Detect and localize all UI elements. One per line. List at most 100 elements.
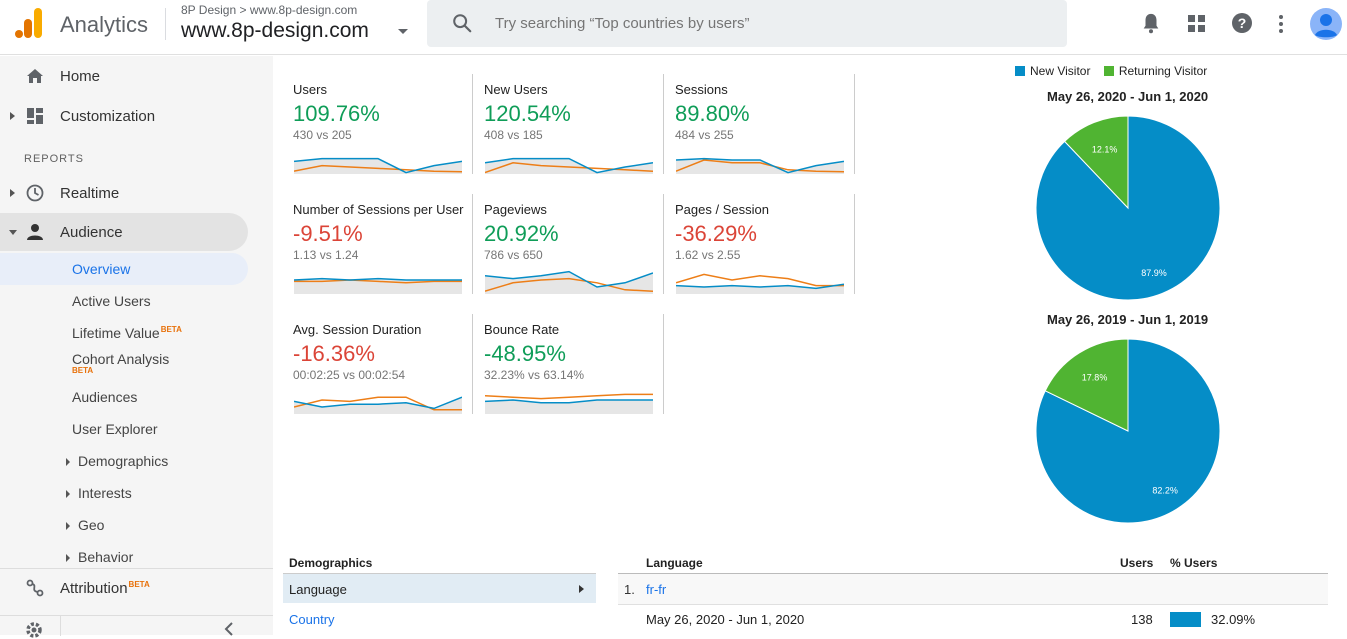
sparkline-current [294,277,462,281]
metric-comparison: 1.13 vs 1.24 [293,248,359,262]
metric-tile[interactable]: Bounce Rate -48.95% 32.23% vs 63.14% [464,314,664,422]
metric-comparison: 408 vs 185 [484,128,543,142]
top-bar: Analytics 8P Design > www.8p-design.com … [0,0,1347,55]
sidebar-item-label: Geo [78,517,105,533]
sidebar-item-attribution[interactable]: AttributionBETA [0,569,248,607]
sidebar-item-realtime[interactable]: Realtime [0,174,248,212]
apps-grid-icon[interactable] [1187,14,1207,34]
sidebar-item-label: Home [60,68,101,85]
sparkline-chart [485,157,653,174]
breadcrumb[interactable]: 8P Design > www.8p-design.com [181,3,357,17]
metric-tile[interactable]: Pageviews 20.92% 786 vs 650 [464,194,664,302]
sidebar-item-audiences[interactable]: Audiences [72,389,138,405]
search-bar[interactable]: Try searching “Top countries by users” [427,0,1067,47]
metric-tile[interactable]: Sessions 89.80% 484 vs 255 [655,74,855,182]
users-column-header[interactable]: Users [1120,556,1154,570]
legend-swatch-new [1015,66,1025,76]
sparkline-chart [294,277,462,294]
demographics-item-language[interactable]: Language [283,573,596,603]
language-table-heading: Language [646,556,703,570]
sparkline-previous [485,277,653,292]
sparkline-current [676,157,844,174]
sparkline-chart [485,270,653,294]
footer-divider [60,616,61,636]
sidebar-item-active-users[interactable]: Active Users [72,293,151,309]
sidebar-item-label: Audience [60,224,123,241]
sparkline-previous [294,164,462,173]
metric-value: -16.36% [293,341,375,366]
collapse-arrow-icon [9,230,17,235]
search-icon [453,14,472,33]
sidebar-item-user-explorer[interactable]: User Explorer [72,421,158,437]
metric-tile[interactable]: Pages / Session -36.29% 1.62 vs 2.55 [655,194,855,302]
sidebar-item-label: Behavior [78,549,134,565]
main-content: Users 109.76% 430 vs 205 New Users 120.54% 40… [273,56,1347,635]
analytics-logo[interactable] [14,8,44,40]
metric-label: Pageviews [484,202,547,217]
person-icon [27,224,43,240]
sidebar-item-interests[interactable]: Interests [66,485,132,501]
sidebar-item-cohort-analysis[interactable]: Cohort Analysis [72,351,170,367]
table-row [618,574,1328,604]
sparkline-chart [294,157,462,174]
breadcrumb-account: 8P Design [181,3,237,17]
tile-divider [472,74,473,174]
metric-tile[interactable]: New Users 120.54% 408 vs 185 [464,74,664,182]
property-selector[interactable]: www.8p-design.com [181,19,369,42]
pie-chart-current: 12.1% 87.9% [1035,115,1221,301]
metric-comparison: 32.23% vs 63.14% [484,368,585,382]
pct-users-bar [1170,612,1201,627]
sidebar-item-label: Demographics [78,453,169,469]
metric-tile[interactable]: Avg. Session Duration -16.36% 00:02:25 vs … [273,314,473,422]
sidebar-item-demographics[interactable]: Demographics [66,453,169,469]
sparkline-area [294,397,462,414]
users-value: 138 [1131,612,1153,627]
demographics-item-country[interactable]: Country [289,612,335,627]
sidebar-item-overview[interactable]: Overview [0,253,248,285]
tile-divider [663,74,664,174]
sidebar-footer [0,615,273,638]
pie-chart-previous: 17.8% 82.2% [1035,338,1221,524]
sidebar-item-home[interactable]: Home [0,57,248,95]
chevron-right-icon [579,585,584,593]
collapse-sidebar-icon[interactable] [224,622,234,636]
metric-tile[interactable]: Number of Sessions per User -9.51% 1.13 vs… [273,194,473,302]
legend-swatch-returning [1103,66,1114,76]
metric-comparison: 00:02:25 vs 00:02:54 [293,368,406,382]
sidebar-item-customization[interactable]: Customization [0,97,248,135]
dashboard-icon [27,108,43,124]
beta-badge: BETA [72,366,94,375]
pie-label-new: 82.2% [1152,485,1178,495]
metric-value: -48.95% [484,341,566,366]
legend-new-visitor: New Visitor [1030,64,1091,78]
tile-divider [472,194,473,294]
search-input[interactable]: Try searching “Top countries by users” [495,15,750,32]
more-vert-icon[interactable] [1276,14,1286,34]
caret-down-icon[interactable] [398,29,408,34]
pie-slice-returning-visitor[interactable] [1044,338,1129,432]
pie-slice-returning-visitor[interactable] [1063,115,1129,210]
avatar[interactable] [1310,8,1342,40]
pct-users-column-header[interactable]: % Users [1170,556,1218,570]
beta-badge: BETA [160,325,182,334]
tile-divider [663,314,664,414]
clock-icon [26,184,44,202]
sidebar-item-behavior[interactable]: Behavior [66,549,134,565]
table-divider [618,604,1328,605]
sparkline-previous [676,273,844,287]
sparkline-current [485,270,653,288]
sidebar-item-audience[interactable]: Audience [0,213,248,251]
home-icon [27,69,43,83]
pct-users-value: 32.09% [1211,612,1256,627]
metric-label: Avg. Session Duration [293,322,422,337]
help-icon[interactable]: ? [1231,12,1253,34]
sparkline-area [485,400,653,414]
metric-comparison: 430 vs 205 [293,128,352,142]
sidebar-item-lifetime-value[interactable]: Lifetime ValueBETA [72,325,182,341]
language-link[interactable]: fr-fr [646,582,667,597]
bell-icon[interactable] [1140,10,1162,36]
sidebar-item-geo[interactable]: Geo [66,517,105,533]
metric-tile[interactable]: Users 109.76% 430 vs 205 [273,74,473,182]
gear-icon[interactable] [25,621,43,639]
header-divider [165,8,166,40]
